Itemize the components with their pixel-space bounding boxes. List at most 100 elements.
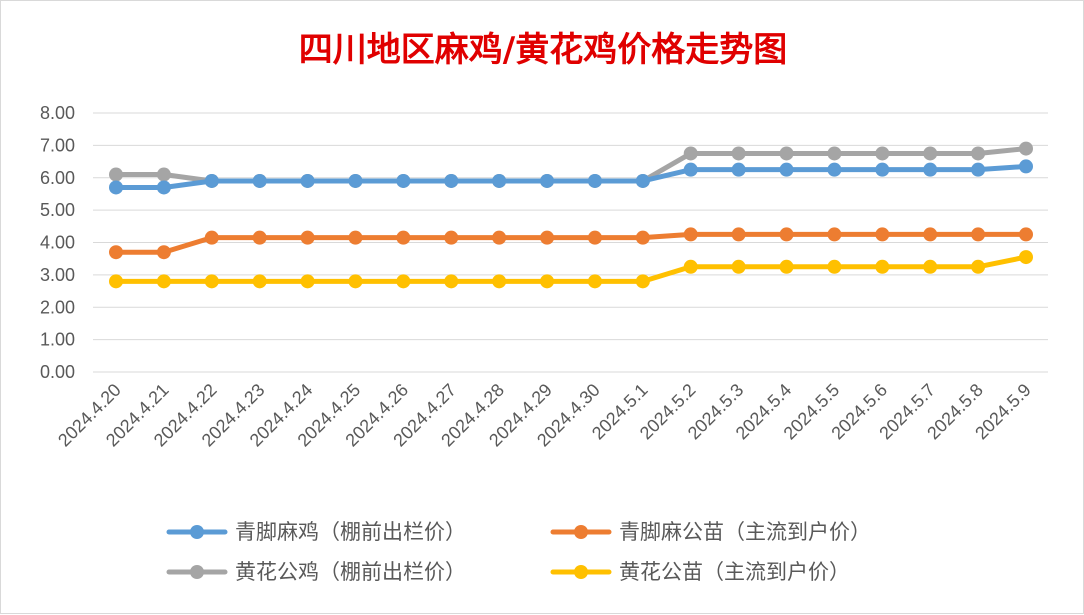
data-point <box>1019 227 1033 242</box>
legend-item: 黄花公鸡（棚前出栏价） <box>166 560 466 584</box>
series-line <box>113 231 1029 255</box>
data-point <box>444 173 459 188</box>
data-point <box>109 274 123 289</box>
data-point <box>731 227 746 242</box>
data-point <box>444 274 459 289</box>
data-point <box>875 259 890 274</box>
data-point <box>540 173 555 188</box>
data-point <box>1019 250 1033 265</box>
data-point <box>300 230 315 245</box>
data-point <box>875 146 890 161</box>
series-3 <box>109 250 1033 289</box>
data-point <box>827 259 842 274</box>
y-tick-label: 0.00 <box>40 362 75 382</box>
data-point <box>683 259 698 274</box>
data-point <box>779 146 794 161</box>
data-point <box>492 230 507 245</box>
legend-swatch-marker <box>574 525 588 539</box>
data-point <box>396 230 411 245</box>
legend-label: 黄花公鸡（棚前出栏价） <box>235 560 466 584</box>
y-tick-label: 8.00 <box>40 103 75 123</box>
y-tick-label: 3.00 <box>40 265 75 285</box>
data-point <box>204 230 219 245</box>
legend-item: 青脚麻公苗（主流到户价） <box>550 520 871 544</box>
data-point <box>971 227 986 242</box>
data-point <box>635 173 650 188</box>
data-point <box>396 173 411 188</box>
legend-item: 黄花公苗（主流到户价） <box>550 560 850 584</box>
data-point <box>923 146 938 161</box>
data-point <box>252 173 267 188</box>
data-point <box>396 274 411 289</box>
data-point <box>300 173 315 188</box>
data-point <box>156 245 171 260</box>
data-point <box>731 162 746 177</box>
legend-label: 青脚麻公苗（主流到户价） <box>619 520 871 544</box>
data-point <box>252 274 267 289</box>
data-point <box>923 162 938 177</box>
data-point <box>204 274 219 289</box>
gridlines <box>93 112 1048 373</box>
data-point <box>875 162 890 177</box>
legend-swatch-marker <box>190 525 204 539</box>
data-point <box>444 230 459 245</box>
data-point <box>156 274 171 289</box>
data-point <box>779 259 794 274</box>
data-point <box>827 227 842 242</box>
legend-label: 黄花公苗（主流到户价） <box>619 560 850 584</box>
data-point <box>204 173 219 188</box>
y-axis-tick-labels: 0.00 1.00 2.00 3.00 4.00 5.00 6.00 7.00 8.00 <box>40 103 75 382</box>
data-point <box>875 227 890 242</box>
data-point <box>779 162 794 177</box>
data-point <box>971 146 986 161</box>
data-point <box>923 227 938 242</box>
data-point <box>540 274 555 289</box>
data-point <box>827 162 842 177</box>
data-point <box>683 162 698 177</box>
data-point <box>348 230 363 245</box>
data-point <box>971 162 986 177</box>
data-point <box>156 180 171 195</box>
chart-title: 四川地区麻鸡/黄花鸡价格走势图 <box>299 30 787 70</box>
data-point <box>1019 159 1033 174</box>
y-tick-label: 1.00 <box>40 330 75 350</box>
series-lines <box>109 141 1033 289</box>
series-line <box>113 254 1029 284</box>
data-point <box>300 274 315 289</box>
data-point <box>779 227 794 242</box>
data-point <box>348 173 363 188</box>
data-point <box>348 274 363 289</box>
data-point <box>109 167 123 182</box>
data-point <box>109 180 123 195</box>
legend: 青脚麻鸡（棚前出栏价） 青脚麻公苗（主流到户价） 黄花公鸡（棚前出栏价） 黄花公苗（主… <box>166 520 871 584</box>
series-1 <box>109 227 1033 260</box>
data-point <box>587 274 602 289</box>
y-tick-label: 7.00 <box>40 135 75 155</box>
data-point <box>731 146 746 161</box>
series-line <box>113 146 1029 184</box>
y-tick-label: 2.00 <box>40 297 75 317</box>
data-point <box>109 245 123 260</box>
data-point <box>827 146 842 161</box>
data-point <box>587 230 602 245</box>
y-tick-label: 4.00 <box>40 233 75 253</box>
data-point <box>971 259 986 274</box>
data-point <box>683 146 698 161</box>
y-tick-label: 6.00 <box>40 168 75 188</box>
legend-swatch-marker <box>574 565 588 579</box>
x-axis-tick-labels: 2024.4.202024.4.212024.4.222024.4.232024… <box>54 380 1035 451</box>
data-point <box>731 259 746 274</box>
data-point <box>540 230 555 245</box>
series-line <box>113 163 1029 190</box>
data-point <box>923 259 938 274</box>
data-point <box>587 173 602 188</box>
y-tick-label: 5.00 <box>40 200 75 220</box>
data-point <box>492 173 507 188</box>
data-point <box>156 167 171 182</box>
legend-swatch-marker <box>190 565 204 579</box>
data-point <box>492 274 507 289</box>
legend-item: 青脚麻鸡（棚前出栏价） <box>166 520 466 544</box>
legend-label: 青脚麻鸡（棚前出栏价） <box>235 520 466 544</box>
